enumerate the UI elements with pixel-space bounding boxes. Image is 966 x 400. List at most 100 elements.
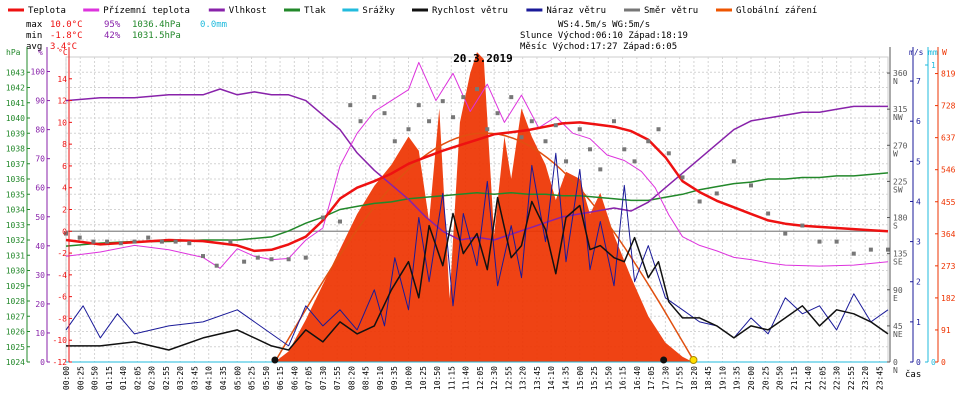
x-tick-label: 05:00 (233, 366, 242, 390)
axis-celsius-tick-label: -4 (57, 271, 67, 280)
wind-direction-point (427, 119, 432, 124)
axis-ms-tick-label: 1 (916, 318, 921, 327)
axis-celsius-tick-label: -12 (53, 358, 68, 367)
axis-hpa-tick-label: 1025 (6, 343, 25, 352)
x-tick-label: 11:15 (447, 366, 456, 390)
axis-ms-tick-label: 5 (916, 157, 921, 166)
axis-ms-tick-label: 0 (916, 358, 921, 367)
wind-direction-point (173, 239, 178, 244)
wind-direction-point (646, 139, 651, 144)
axis-hpa-tick-label: 1043 (6, 68, 25, 77)
wind-direction-point (416, 103, 421, 108)
axis-ms-title: m/s (909, 48, 924, 57)
axis-hpa-tick-label: 1032 (6, 236, 25, 245)
axis-w-tick-label: 455 (941, 198, 956, 207)
axis-percent-tick-label: 60 (35, 184, 45, 193)
wind-direction-point (105, 239, 110, 244)
axis-direction-compass-label: NE (893, 330, 903, 339)
x-tick-label: 10:00 (405, 366, 414, 390)
x-tick-label: 22:05 (818, 366, 827, 390)
axis-w-tick-label: 182 (941, 294, 956, 303)
axis-percent-tick-label: 0 (40, 358, 45, 367)
wind-direction-point (731, 159, 736, 164)
axis-w-tick-label: 728 (941, 102, 956, 111)
axis-celsius-tick-label: -2 (57, 249, 67, 258)
x-tick-label: 03:45 (190, 366, 199, 390)
legend-label-0: Teplota (28, 6, 66, 16)
wind-direction-point (372, 95, 377, 100)
wind-direction-point (697, 199, 702, 204)
axis-direction-compass-label: N (893, 366, 898, 375)
wind-direction-point (553, 123, 558, 128)
axis-direction-compass-label: N (893, 77, 898, 86)
x-tick-label: 04:35 (219, 366, 228, 390)
axis-w-tick-label: 364 (941, 230, 956, 239)
wind-direction-point (622, 147, 627, 152)
series-lines (65, 61, 889, 363)
theoretical-radiation-line (274, 132, 696, 363)
x-tick-label: 15:00 (576, 366, 585, 390)
wind-direction-point (817, 239, 822, 244)
x-tick-label: 23:20 (861, 366, 870, 390)
x-tick-label: 06:15 (276, 366, 285, 390)
axis-direction-compass-label: W (893, 149, 898, 158)
x-tick-label: 09:35 (390, 366, 399, 390)
x-tick-label: 20:25 (761, 366, 770, 390)
stat-min-press: 1031.5hPa (132, 31, 181, 41)
wind-direction-point (529, 119, 534, 124)
wind-direction-point (358, 119, 363, 124)
axis-direction-tick-label: 315 (893, 105, 908, 114)
wind-direction-point (451, 115, 456, 120)
wind-direction-point (543, 139, 548, 144)
x-tick-label: 07:30 (319, 366, 328, 390)
wind-direction-point (338, 219, 342, 224)
moonrise-marker (660, 356, 668, 364)
wind-direction-point (868, 247, 873, 252)
axis-hpa-tick-label: 1029 (6, 282, 25, 291)
axis-hpa-tick-label: 1039 (6, 129, 25, 138)
axis-w-tick-label: 273 (941, 262, 956, 271)
axis-hpa-tick-label: 1035 (6, 190, 25, 199)
legend-label-2: Vlhkost (229, 6, 267, 16)
wind-direction-point (588, 147, 593, 152)
axis-direction-compass-label: NW (893, 113, 903, 122)
x-tick-label: 14:35 (561, 366, 570, 390)
stat-max-temp: 10.0°C (50, 20, 83, 30)
axis-celsius-tick-label: 8 (62, 140, 67, 149)
axis-direction-tick-label: 360 (893, 69, 908, 78)
axis-hpa-tick-label: 1027 (6, 312, 25, 321)
wind-direction-point (187, 241, 192, 246)
wind-direction-point (255, 255, 260, 260)
wind-direction-point (406, 127, 411, 132)
wind-direction-point (320, 215, 325, 220)
wind-direction-points (64, 87, 890, 268)
legend-label-6: Náraz větru (546, 6, 606, 16)
stat-min-temp: -1.8°C (50, 31, 83, 41)
axis-hpa-tick-label: 1028 (6, 297, 25, 306)
radiation-layer (66, 52, 888, 362)
axis-direction-tick-label: 135 (893, 250, 908, 259)
stat-avg-temp: 3.4°C (50, 42, 77, 52)
wind-direction-point (612, 119, 616, 124)
legend-label-5: Rychlost větru (432, 6, 508, 16)
x-tick-label: 15:25 (590, 366, 599, 390)
x-tick-label: 00:00 (62, 366, 71, 390)
axis-direction-tick-label: 225 (893, 177, 908, 186)
series-line-Tlak (65, 172, 889, 247)
wind-direction-point (91, 239, 96, 244)
wind-direction-point (851, 251, 856, 256)
axis-w-tick-label: 819 (941, 70, 956, 79)
wind-direction-point (440, 99, 445, 104)
axis-w-tick-label: 0 (941, 358, 946, 367)
x-tick-label: 16:15 (619, 366, 628, 390)
wind-direction-point (269, 257, 274, 262)
x-tick-label: 14:10 (547, 366, 556, 390)
chart-title: 20.3.2019 (453, 52, 513, 65)
x-tick-label: 05:50 (262, 366, 271, 390)
axis-direction-tick-label: 45 (893, 322, 903, 331)
x-tick-label: 05:25 (248, 366, 257, 390)
stat-max-hum: 95% (104, 20, 121, 30)
x-tick-label: 18:20 (690, 366, 699, 390)
